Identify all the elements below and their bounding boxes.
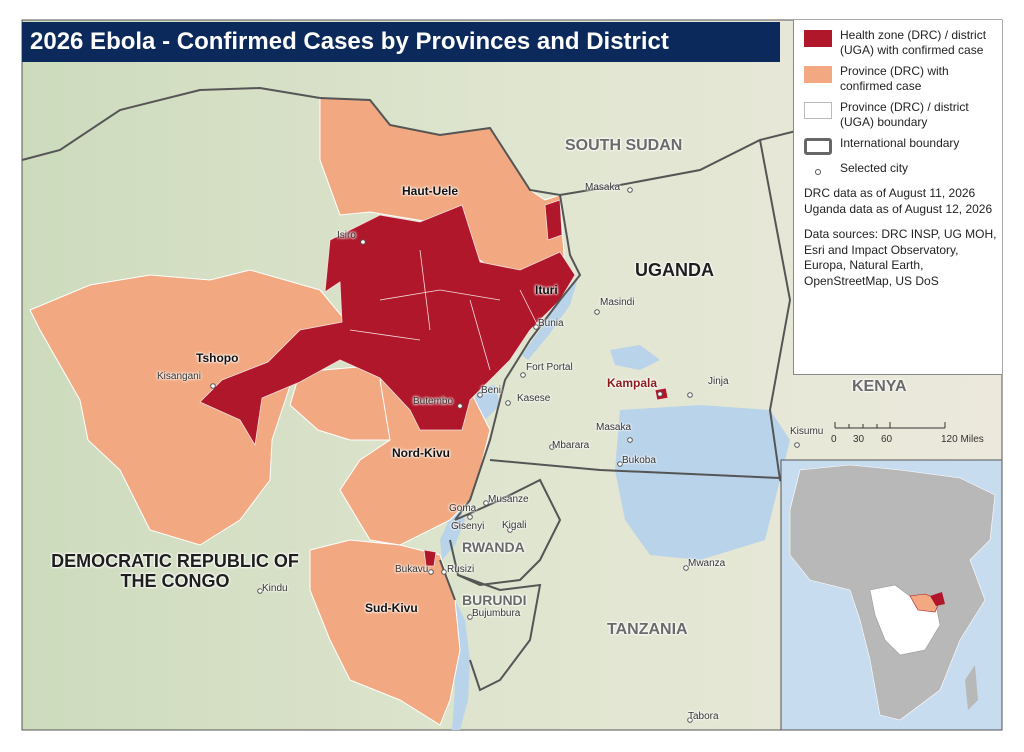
city-label: Rusizi bbox=[447, 564, 475, 575]
legend-label: Province (DRC) with confirmed case bbox=[840, 64, 949, 93]
city-label: Goma bbox=[449, 503, 477, 514]
city-label: Kasese bbox=[517, 393, 551, 404]
city-label: Kisumu bbox=[790, 426, 824, 437]
city-dot bbox=[520, 372, 526, 378]
legend-swatch bbox=[804, 66, 832, 83]
city-dot bbox=[594, 309, 600, 315]
scale-label: 30 bbox=[853, 434, 865, 445]
city-label: Kisangani bbox=[157, 371, 201, 382]
map-title: 2026 Ebola - Confirmed Cases by Province… bbox=[22, 22, 780, 62]
city-label: Kampala bbox=[607, 376, 658, 390]
scale-bar bbox=[834, 422, 946, 429]
city-label: Bukavu bbox=[395, 564, 429, 575]
legend-swatch bbox=[804, 30, 832, 47]
city-dot bbox=[441, 569, 447, 575]
country-label: RWANDA bbox=[462, 539, 525, 555]
legend-label: Province (DRC) / district (UGA) boundary bbox=[840, 100, 969, 129]
city-dot bbox=[507, 527, 513, 533]
city-label: Kindu bbox=[262, 583, 288, 594]
city-dot bbox=[428, 569, 434, 575]
city-dot bbox=[257, 588, 263, 594]
data-sources: Data sources: DRC INSP, UG MOH, Esri and… bbox=[804, 227, 997, 288]
country-label: UGANDA bbox=[635, 260, 714, 280]
country-label: TANZANIA bbox=[607, 621, 688, 638]
city-dot bbox=[687, 717, 693, 723]
city-dot bbox=[477, 392, 483, 398]
city-dots bbox=[210, 187, 800, 723]
legend-item: Selected city bbox=[804, 161, 994, 180]
legend-item: Province (DRC) / district (UGA) boundary bbox=[804, 100, 994, 130]
city-dot bbox=[505, 400, 511, 406]
city-dot bbox=[549, 444, 555, 450]
city-label: Masaka bbox=[596, 422, 632, 433]
city-dot bbox=[457, 403, 463, 409]
city-label: Fort Portal bbox=[526, 362, 573, 373]
city-dot bbox=[533, 324, 539, 330]
city-dot bbox=[683, 565, 689, 571]
city-label: Masindi bbox=[600, 297, 635, 308]
city-dot bbox=[627, 437, 633, 443]
legend-item: International boundary bbox=[804, 136, 994, 155]
city-dot bbox=[483, 500, 489, 506]
city-label: Musanze bbox=[488, 494, 529, 505]
city-label: Mwanza bbox=[688, 558, 726, 569]
city-dot bbox=[467, 514, 473, 520]
city-label: Bujumbura bbox=[472, 608, 521, 619]
city-label: Masaka bbox=[585, 182, 621, 193]
city-label: Bukoba bbox=[622, 455, 656, 466]
legend-label: Selected city bbox=[840, 161, 909, 175]
city-dot bbox=[617, 461, 623, 467]
city-label: Butembo bbox=[413, 396, 454, 407]
province-label: Nord-Kivu bbox=[392, 446, 450, 460]
city-label: Mbarara bbox=[552, 440, 590, 451]
city-label: Tabora bbox=[688, 711, 719, 722]
province-label: Tshopo bbox=[196, 351, 239, 365]
legend: Health zone (DRC) / district (UGA) with … bbox=[793, 20, 1002, 375]
city-label: Isiro bbox=[337, 230, 356, 241]
city-dot bbox=[210, 383, 216, 389]
city-dot bbox=[360, 239, 366, 245]
province-label: Sud-Kivu bbox=[365, 601, 418, 615]
legend-item: Province (DRC) with confirmed case bbox=[804, 64, 994, 94]
city-label: Kigali bbox=[502, 520, 527, 531]
country-label: SOUTH SUDAN bbox=[565, 137, 683, 154]
lakes bbox=[440, 278, 790, 730]
city-label: Bunia bbox=[538, 318, 564, 329]
city-dot bbox=[467, 614, 473, 620]
legend-item: Health zone (DRC) / district (UGA) with … bbox=[804, 28, 994, 58]
city-dot bbox=[627, 187, 633, 193]
legend-label: International boundary bbox=[840, 136, 960, 150]
legend-swatch bbox=[804, 163, 832, 180]
scale-label: 60 bbox=[881, 434, 893, 445]
legend-swatch bbox=[804, 138, 832, 155]
scale-label: 120 Miles bbox=[941, 434, 984, 445]
health-zones bbox=[199, 199, 669, 567]
scale-label: 0 bbox=[831, 434, 837, 445]
city-dot bbox=[794, 442, 800, 448]
country-label: BURUNDI bbox=[462, 592, 527, 608]
legend-swatch bbox=[804, 102, 832, 119]
city-dot bbox=[657, 391, 663, 397]
legend-label: Health zone (DRC) / district (UGA) with … bbox=[840, 28, 987, 57]
province-label: Ituri bbox=[535, 283, 558, 297]
city-dot bbox=[454, 522, 460, 528]
city-dot bbox=[687, 392, 693, 398]
country-label: DEMOCRATIC REPUBLIC OF THE CONGO bbox=[51, 551, 299, 591]
data-dates: DRC data as of August 11, 2026 Uganda da… bbox=[804, 186, 993, 216]
city-label: Jinja bbox=[708, 376, 729, 387]
city-label: Beni bbox=[481, 385, 502, 396]
province-label: Haut-Uele bbox=[402, 184, 459, 198]
provinces bbox=[29, 97, 566, 726]
inset-map bbox=[780, 459, 1003, 731]
city-label: Gisenyi bbox=[451, 521, 485, 532]
country-label: KENYA bbox=[852, 378, 907, 395]
